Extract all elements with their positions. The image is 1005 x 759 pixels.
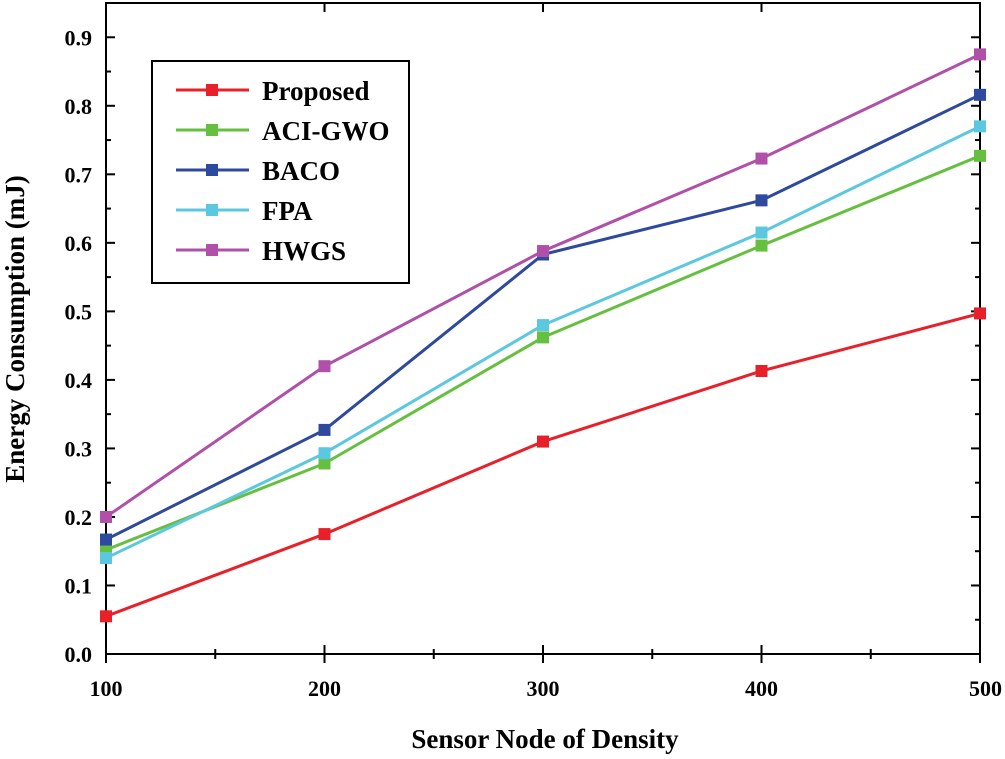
data-point-proposed	[100, 610, 112, 623]
data-point-baco	[318, 423, 331, 436]
x-tick-label: 300	[527, 676, 560, 701]
x-tick-label: 400	[745, 676, 778, 701]
y-tick-label: 0.7	[65, 162, 93, 187]
y-tick-label: 0.4	[65, 368, 93, 393]
data-point-aci-gwo	[755, 239, 768, 252]
data-point-fpa	[100, 552, 112, 565]
legend-label: ACI-GWO	[262, 116, 390, 146]
legend-swatch-marker	[206, 124, 218, 136]
legend-swatch-marker	[206, 244, 218, 256]
data-point-fpa	[974, 120, 986, 133]
data-point-hwgs	[100, 510, 112, 523]
data-point-proposed	[318, 528, 331, 541]
data-point-proposed	[755, 364, 768, 377]
data-point-proposed	[974, 307, 986, 320]
y-tick-label: 0.2	[65, 505, 93, 530]
legend-swatch-marker	[206, 84, 218, 96]
data-point-fpa	[755, 226, 768, 239]
legend: Proposed ACI-GWO BACO FPA HWGS	[151, 60, 410, 284]
x-tick-label: 200	[308, 676, 341, 701]
y-tick-label: 0.1	[65, 573, 93, 598]
data-point-hwgs	[974, 48, 986, 61]
axis-ticks: 0.0 0.1 0.2 0.3 0.4 0.5 0.6 0.7 0.8 0.9 100 200 300 4…	[65, 3, 1002, 701]
series-markers	[100, 48, 986, 623]
data-point-baco	[755, 194, 768, 207]
x-tick-label: 500	[969, 676, 1002, 701]
legend-box	[151, 60, 410, 284]
legend-label: FPA	[262, 196, 313, 226]
legend-label: HWGS	[262, 236, 346, 266]
data-point-baco	[974, 88, 986, 101]
legend-label: Proposed	[262, 76, 370, 106]
data-point-hwgs	[537, 245, 549, 258]
legend-label: BACO	[262, 156, 340, 186]
data-point-hwgs	[755, 152, 768, 165]
y-tick-label: 0.9	[65, 25, 93, 50]
data-point-fpa	[537, 319, 549, 332]
data-point-fpa	[318, 447, 331, 460]
series-line-proposed	[105, 311, 981, 618]
y-tick-label: 0.0	[65, 642, 93, 667]
legend-swatch-marker	[206, 164, 218, 176]
y-tick-label: 0.8	[65, 94, 93, 119]
data-point-aci-gwo	[318, 457, 331, 470]
y-axis-label: Energy Consumption (mJ)	[0, 175, 30, 483]
x-tick-label: 100	[90, 676, 123, 701]
data-point-baco	[100, 533, 112, 546]
data-point-aci-gwo	[974, 149, 986, 162]
y-tick-label: 0.3	[65, 436, 93, 461]
x-axis-label: Sensor Node of Density	[411, 724, 679, 754]
data-point-hwgs	[318, 360, 331, 373]
data-point-aci-gwo	[537, 331, 549, 344]
y-tick-label: 0.6	[65, 231, 93, 256]
y-tick-label: 0.5	[65, 299, 93, 324]
data-point-proposed	[537, 435, 549, 448]
legend-swatch-marker	[206, 204, 218, 216]
